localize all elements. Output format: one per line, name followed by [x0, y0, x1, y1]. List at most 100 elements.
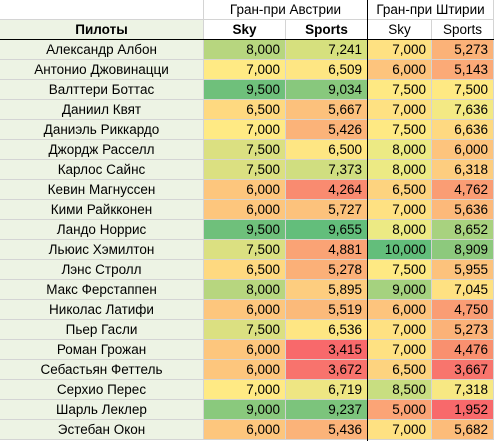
austria-sky-cell[interactable]: 7,000 [204, 60, 286, 80]
austria-sports-cell[interactable]: 5,667 [286, 100, 368, 120]
austria-sky-cell[interactable]: 9,500 [204, 80, 286, 100]
pilot-name-cell[interactable]: Джордж Расселл [0, 140, 204, 160]
pilot-name-cell[interactable]: Кевин Магнуссен [0, 180, 204, 200]
austria-sky-cell[interactable]: 6,000 [204, 340, 286, 360]
styria-sports-cell[interactable]: 5,143 [432, 60, 494, 80]
styria-sports-cell[interactable]: 6,636 [432, 120, 494, 140]
austria-sports-cell[interactable]: 5,426 [286, 120, 368, 140]
styria-sky-cell[interactable]: 6,500 [368, 360, 432, 380]
austria-sports-cell[interactable]: 7,241 [286, 40, 368, 60]
pilot-name-cell[interactable]: Шарль Леклер [0, 400, 204, 420]
austria-sky-cell[interactable]: 9,000 [204, 400, 286, 420]
styria-sports-cell[interactable]: 8,909 [432, 240, 494, 260]
pilot-name-cell[interactable]: Ландо Норрис [0, 220, 204, 240]
austria-group-header[interactable]: Гран-при Австрии [204, 0, 368, 20]
pilot-name-cell[interactable]: Пьер Гасли [0, 320, 204, 340]
austria-sky-cell[interactable]: 7,000 [204, 120, 286, 140]
austria-sky-cell[interactable]: 7,500 [204, 160, 286, 180]
styria-sky-cell[interactable]: 7,500 [368, 260, 432, 280]
austria-sky-cell[interactable]: 7,500 [204, 320, 286, 340]
austria-sports-cell[interactable]: 6,509 [286, 60, 368, 80]
pilot-name-cell[interactable]: Даниил Квят [0, 100, 204, 120]
styria-sports-cell[interactable]: 3,667 [432, 360, 494, 380]
styria-sports-cell[interactable]: 8,652 [432, 220, 494, 240]
styria-sports-cell[interactable]: 7,045 [432, 280, 494, 300]
pilot-name-cell[interactable]: Льюис Хэмилтон [0, 240, 204, 260]
pilot-name-cell[interactable]: Кими Райкконен [0, 200, 204, 220]
styria-sports-cell[interactable]: 7,318 [432, 380, 494, 400]
pilot-name-cell[interactable]: Лэнс Стролл [0, 260, 204, 280]
styria-sky-cell[interactable]: 7,500 [368, 80, 432, 100]
styria-sky-cell[interactable]: 7,000 [368, 320, 432, 340]
austria-sky-cell[interactable]: 6,000 [204, 300, 286, 320]
austria-sports-cell[interactable]: 9,655 [286, 220, 368, 240]
austria-sports-cell[interactable]: 3,672 [286, 360, 368, 380]
austria-sky-cell[interactable]: 7,500 [204, 240, 286, 260]
styria-sports-cell[interactable]: 1,952 [432, 400, 494, 420]
styria-sky-cell[interactable]: 6,500 [368, 180, 432, 200]
pilot-name-cell[interactable]: Даниэль Риккардо [0, 120, 204, 140]
styria-sky-cell[interactable]: 7,000 [368, 40, 432, 60]
styria-group-header[interactable]: Гран-при Штирии [368, 0, 494, 20]
austria-sports-cell[interactable]: 9,237 [286, 400, 368, 420]
austria-sports-cell[interactable]: 5,895 [286, 280, 368, 300]
pilot-name-cell[interactable]: Себастьян Феттель [0, 360, 204, 380]
pilot-name-cell[interactable]: Карлос Сайнс [0, 160, 204, 180]
austria-sports-cell[interactable]: 6,500 [286, 140, 368, 160]
blank-header-cell[interactable] [0, 0, 204, 20]
pilot-name-cell[interactable]: Роман Грожан [0, 340, 204, 360]
styria-sky-cell[interactable]: 7,000 [368, 100, 432, 120]
austria-sports-cell[interactable]: 3,415 [286, 340, 368, 360]
austria-sky-cell[interactable]: 6,500 [204, 100, 286, 120]
styria-sky-cell[interactable]: 7,000 [368, 340, 432, 360]
austria-sky-cell[interactable]: 6,000 [204, 180, 286, 200]
styria-sky-column-header[interactable]: Sky [368, 20, 432, 40]
styria-sky-cell[interactable]: 6,000 [368, 300, 432, 320]
styria-sports-cell[interactable]: 5,273 [432, 40, 494, 60]
austria-sports-cell[interactable]: 5,727 [286, 200, 368, 220]
styria-sports-cell[interactable]: 5,636 [432, 200, 494, 220]
austria-sky-cell[interactable]: 6,000 [204, 360, 286, 380]
pilots-column-header[interactable]: Пилоты [0, 20, 204, 40]
styria-sports-cell[interactable]: 6,318 [432, 160, 494, 180]
austria-sky-cell[interactable]: 8,000 [204, 40, 286, 60]
austria-sky-cell[interactable]: 9,500 [204, 220, 286, 240]
styria-sports-cell[interactable]: 5,955 [432, 260, 494, 280]
austria-sports-cell[interactable]: 7,373 [286, 160, 368, 180]
styria-sky-cell[interactable]: 8,000 [368, 140, 432, 160]
styria-sports-cell[interactable]: 5,273 [432, 320, 494, 340]
styria-sports-cell[interactable]: 7,636 [432, 100, 494, 120]
pilot-name-cell[interactable]: Александр Албон [0, 40, 204, 60]
styria-sky-cell[interactable]: 5,000 [368, 400, 432, 420]
pilot-name-cell[interactable]: Эстебан Окон [0, 420, 204, 440]
pilot-name-cell[interactable]: Макс Ферстаппен [0, 280, 204, 300]
austria-sky-cell[interactable]: 6,000 [204, 420, 286, 440]
austria-sky-cell[interactable]: 8,000 [204, 280, 286, 300]
austria-sports-cell[interactable]: 4,881 [286, 240, 368, 260]
austria-sky-cell[interactable]: 7,500 [204, 140, 286, 160]
styria-sports-cell[interactable]: 4,762 [432, 180, 494, 200]
styria-sky-cell[interactable]: 8,000 [368, 160, 432, 180]
styria-sky-cell[interactable]: 9,000 [368, 280, 432, 300]
pilot-name-cell[interactable]: Антонио Джовинацци [0, 60, 204, 80]
styria-sports-column-header[interactable]: Sports [432, 20, 494, 40]
austria-sky-cell[interactable]: 6,000 [204, 200, 286, 220]
styria-sports-cell[interactable]: 7,500 [432, 80, 494, 100]
austria-sky-cell[interactable]: 6,500 [204, 260, 286, 280]
styria-sports-cell[interactable]: 4,750 [432, 300, 494, 320]
styria-sky-cell[interactable]: 6,000 [368, 60, 432, 80]
austria-sports-cell[interactable]: 4,264 [286, 180, 368, 200]
austria-sports-column-header[interactable]: Sports [286, 20, 368, 40]
pilot-name-cell[interactable]: Серхио Перес [0, 380, 204, 400]
styria-sports-cell[interactable]: 6,000 [432, 140, 494, 160]
styria-sky-cell[interactable]: 7,000 [368, 200, 432, 220]
austria-sky-column-header[interactable]: Sky [204, 20, 286, 40]
styria-sports-cell[interactable]: 5,682 [432, 420, 494, 440]
austria-sports-cell[interactable]: 9,034 [286, 80, 368, 100]
styria-sky-cell[interactable]: 10,000 [368, 240, 432, 260]
styria-sky-cell[interactable]: 8,000 [368, 220, 432, 240]
styria-sky-cell[interactable]: 7,500 [368, 120, 432, 140]
austria-sports-cell[interactable]: 5,278 [286, 260, 368, 280]
pilot-name-cell[interactable]: Николас Латифи [0, 300, 204, 320]
austria-sports-cell[interactable]: 6,719 [286, 380, 368, 400]
